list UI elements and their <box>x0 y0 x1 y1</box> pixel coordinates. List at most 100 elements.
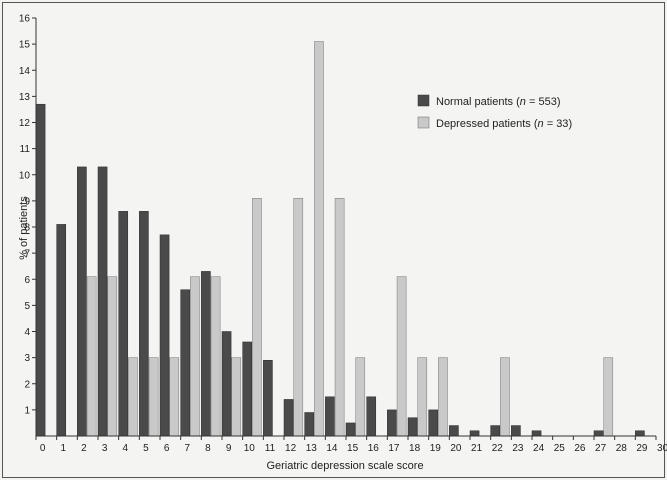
y-tick-label: 7 <box>24 249 30 260</box>
y-tick-label: 8 <box>24 223 30 234</box>
x-axis-label: Geriatric depression scale score <box>266 460 423 472</box>
x-tick-label: 7 <box>184 443 190 454</box>
bar-depressed <box>417 357 428 437</box>
x-tick-label: 10 <box>244 443 256 454</box>
x-tick-label: 14 <box>326 443 338 454</box>
x-tick-label: 3 <box>102 443 108 454</box>
bar-normal <box>201 271 211 437</box>
x-tick-label: 25 <box>554 443 566 454</box>
x-tick-label: 4 <box>122 443 128 454</box>
bar-depressed <box>355 357 366 437</box>
bar-depressed <box>128 357 138 437</box>
bar-normal <box>118 211 129 437</box>
x-tick-label: 29 <box>636 443 648 454</box>
bar-normal <box>139 211 149 437</box>
bar-depressed <box>438 357 448 437</box>
y-tick-label: 2 <box>24 379 30 390</box>
x-tick-label: 28 <box>616 443 628 454</box>
bar-depressed <box>252 198 262 437</box>
x-tick-label: 13 <box>306 443 318 454</box>
bar-normal <box>56 224 67 437</box>
bar-normal <box>221 331 232 437</box>
bar-depressed <box>107 276 118 437</box>
bar-normal <box>77 166 87 437</box>
bar-normal <box>325 396 335 437</box>
x-tick-label: 15 <box>347 443 359 454</box>
y-tick-label: 14 <box>19 66 31 77</box>
bar-normal <box>490 425 501 437</box>
bar-normal <box>469 430 480 437</box>
x-tick-label: 9 <box>226 443 232 454</box>
bar-normal <box>428 409 439 437</box>
bar-normal <box>35 103 46 437</box>
x-tick-label: 30 <box>657 443 667 454</box>
bar-normal <box>97 166 108 437</box>
bar-normal <box>366 396 377 437</box>
legend-label-depressed: Depressed patients (n = 33) <box>436 118 572 130</box>
x-tick-label: 27 <box>595 443 607 454</box>
bar-normal <box>263 359 273 437</box>
y-tick-label: 1 <box>24 405 30 416</box>
bar-normal <box>511 425 521 437</box>
y-tick-label: 11 <box>20 144 31 155</box>
x-tick-label: 8 <box>205 443 211 454</box>
bar-normal <box>387 409 397 437</box>
legend: Normal patients (n = 553) Depressed pati… <box>417 94 572 130</box>
legend-swatch-normal <box>417 94 430 107</box>
x-tick-label: 0 <box>40 443 46 454</box>
bar-normal <box>531 430 542 437</box>
x-tick-label: 12 <box>285 443 297 454</box>
x-tick-label: 19 <box>430 443 442 454</box>
x-tick-label: 26 <box>574 443 586 454</box>
legend-label-normal: Normal patients (n = 553) <box>436 96 560 108</box>
bar-normal <box>180 289 191 437</box>
bar-normal <box>159 234 170 437</box>
y-tick-label: 4 <box>24 327 30 338</box>
bar-depressed <box>603 357 614 437</box>
bar-depressed <box>169 357 180 437</box>
bar-normal <box>593 430 604 437</box>
y-axis-label: % of patients <box>18 196 30 260</box>
bar-depressed <box>231 357 242 437</box>
x-tick-label: 21 <box>471 443 483 454</box>
x-tick-label: 24 <box>533 443 545 454</box>
x-tick-label: 16 <box>368 443 380 454</box>
legend-swatch-depressed <box>417 116 430 129</box>
x-tick-label: 20 <box>450 443 462 454</box>
x-tick-label: 23 <box>512 443 524 454</box>
bar-depressed <box>293 198 304 437</box>
bar-depressed <box>500 357 510 437</box>
bar-normal <box>304 412 315 437</box>
x-tick-label: 2 <box>81 443 87 454</box>
x-tick-label: 17 <box>388 443 400 454</box>
x-tick-label: 5 <box>143 443 149 454</box>
bar-depressed <box>190 276 200 437</box>
bar-normal <box>283 399 294 437</box>
y-tick-label: 16 <box>19 14 31 25</box>
y-tick-label: 6 <box>24 275 30 286</box>
bar-normal <box>407 417 418 437</box>
y-tick-label: 9 <box>24 196 30 207</box>
bar-normal <box>242 341 253 437</box>
bar-normal <box>449 425 459 437</box>
y-tick-label: 12 <box>19 118 31 129</box>
bar-normal <box>345 422 356 437</box>
y-tick-label: 5 <box>24 301 30 312</box>
x-tick-label: 11 <box>265 443 276 454</box>
y-tick-label: 3 <box>24 353 30 364</box>
y-tick-label: 13 <box>19 92 31 103</box>
bar-depressed <box>86 276 97 437</box>
y-tick-label: 10 <box>19 170 31 181</box>
bar-depressed <box>334 198 345 437</box>
y-tick-label: 15 <box>19 40 31 51</box>
x-tick-label: 18 <box>409 443 421 454</box>
bar-depressed <box>396 276 407 437</box>
x-tick-label: 22 <box>492 443 504 454</box>
x-tick-label: 6 <box>164 443 170 454</box>
bar-normal <box>635 430 645 437</box>
bar-depressed <box>314 41 324 437</box>
bar-depressed <box>148 357 159 437</box>
bar-depressed <box>210 276 221 437</box>
x-tick-label: 1 <box>60 443 66 454</box>
